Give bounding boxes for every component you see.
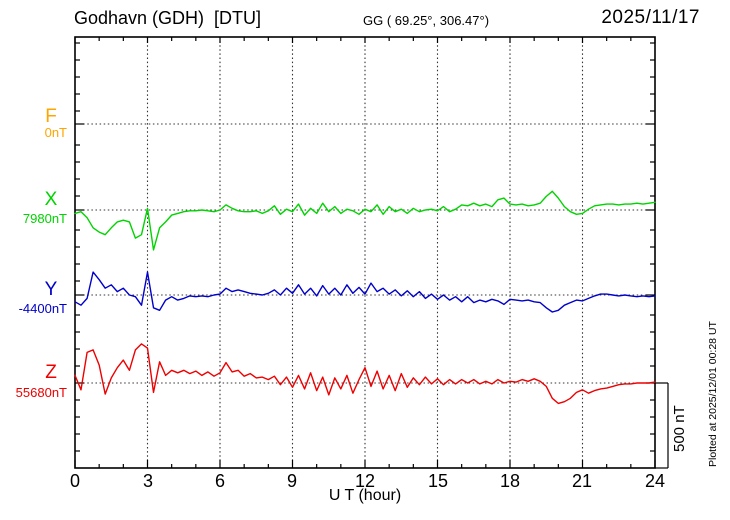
x-tick-label: 24 — [644, 471, 666, 491]
component-label-f: F — [45, 106, 57, 127]
component-label-y: Y — [44, 279, 58, 300]
x-tick-label: 9 — [286, 471, 297, 491]
x-tick-label: 6 — [214, 471, 225, 491]
component-baseline-x: 7980nT — [22, 211, 67, 226]
x-tick-label: 0 — [69, 471, 80, 491]
x-tick-label: 21 — [571, 471, 593, 491]
x-tick-label: 15 — [427, 471, 449, 491]
component-baseline-y: -4400nT — [18, 301, 67, 316]
x-tick-label: 3 — [142, 471, 153, 491]
plot-date: 2025/11/17 — [601, 7, 700, 28]
scale-bar-label: 500 nT — [671, 405, 688, 452]
page-title: Godhavn (GDH) [DTU] — [74, 8, 262, 28]
trace-x — [74, 190, 656, 251]
component-label-z: Z — [45, 362, 57, 383]
x-tick-label: 12 — [354, 471, 376, 491]
trace-y — [74, 271, 656, 313]
x-tick-label: 18 — [499, 471, 521, 491]
trace-z — [74, 343, 656, 405]
station-coordinates: GG ( 69.25°, 306.47°) — [363, 13, 490, 28]
component-label-x: X — [44, 189, 58, 210]
plotted-at-note: Plotted at 2025/12/01 00:28 UT — [707, 321, 719, 467]
component-baseline-z: 55680nT — [15, 385, 67, 400]
x-axis-title: U T (hour) — [328, 487, 402, 504]
component-baseline-f: 0nT — [44, 125, 67, 140]
